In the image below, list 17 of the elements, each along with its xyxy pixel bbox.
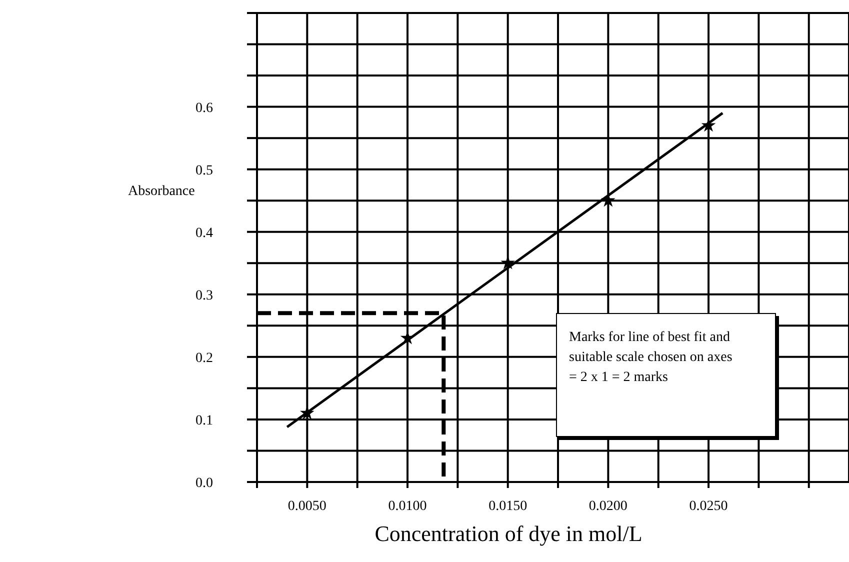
point	[500, 256, 516, 270]
y-axis-title: Absorbance	[128, 184, 195, 200]
x-tick-label: 0.0150	[488, 498, 528, 514]
x-tick-label: 0.0250	[689, 498, 728, 514]
y-tick-label: 0.1	[196, 413, 213, 428]
y-tick-label: 0.2	[196, 350, 213, 366]
x-tick-label: 0.0200	[588, 498, 628, 514]
y-tick-label: 0.5	[196, 163, 213, 178]
x-axis-title: Concentration of dye in mol/L	[374, 521, 644, 547]
y-tick-label: 0.0	[196, 476, 213, 491]
note-box: Marks for line of best fit and suitable scale chosen on axes = 2 x 1 = 2 marks	[556, 313, 776, 437]
x-tick-label: 0.0100	[388, 498, 427, 514]
point	[701, 118, 716, 132]
y-tick-label: 0.3	[196, 288, 213, 304]
y-tick-label: 0.4	[196, 226, 213, 241]
x-tick-label: 0.0050	[288, 498, 326, 514]
y-tick-label: 0.6	[196, 100, 213, 116]
